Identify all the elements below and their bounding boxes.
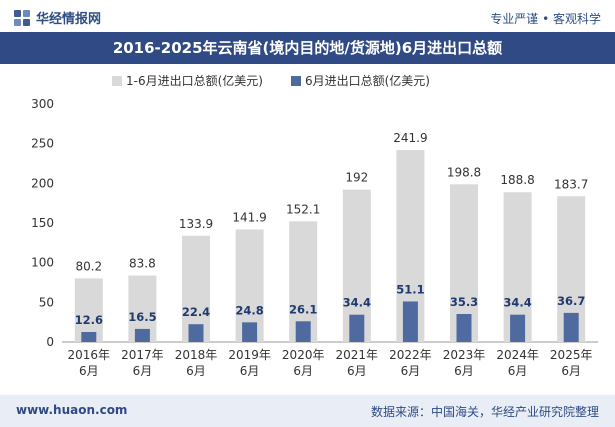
data-label-total: 192 xyxy=(345,171,368,185)
x-tick-label: 2024年 6月 xyxy=(496,348,539,378)
top-bar: 华经情报网 专业严谨 • 客观科学 xyxy=(0,0,615,32)
y-tick-label: 50 xyxy=(39,295,54,309)
bar-june xyxy=(456,313,472,342)
legend-item-june: 6月进出口总额(亿美元) xyxy=(290,72,430,89)
brand-name: 华经情报网 xyxy=(36,12,102,27)
data-label-total: 83.8 xyxy=(129,257,156,271)
y-tick-label: 300 xyxy=(31,97,54,111)
bar-june xyxy=(402,301,418,342)
x-tick-label: 2020年 6月 xyxy=(282,348,325,378)
bar-chart: 0 50 100 150 200 250 300 80.2 12.6 2016年 6月 83.8 16.… xyxy=(31,97,598,378)
data-label-june: 22.4 xyxy=(182,305,210,319)
x-tick-label: 2023年 6月 xyxy=(443,348,486,378)
y-tick-label: 150 xyxy=(31,216,54,230)
data-label-june: 34.4 xyxy=(343,296,371,310)
bar-june xyxy=(349,314,365,342)
x-tick-label: 2016年 6月 xyxy=(68,348,111,378)
tagline: 专业严谨 • 客观科学 xyxy=(490,12,601,26)
x-tick-label: 2017年 6月 xyxy=(121,348,164,378)
data-label-june: 16.5 xyxy=(128,310,156,324)
x-tick-label: 2022年 6月 xyxy=(389,348,432,378)
data-label-total: 80.2 xyxy=(75,259,102,273)
bar-june xyxy=(81,332,97,342)
legend-label-total: 1-6月进出口总额(亿美元) xyxy=(126,74,263,88)
logo-icon xyxy=(14,9,30,26)
footer-source: 数据来源：中国海关，华经产业研究院整理 xyxy=(370,405,599,419)
data-label-total: 152.1 xyxy=(286,202,320,216)
bar-june xyxy=(242,322,258,342)
data-label-june: 36.7 xyxy=(557,294,585,308)
brand[interactable]: 华经情报网 xyxy=(14,8,101,27)
y-tick-label: 0 xyxy=(46,335,54,349)
bar-total xyxy=(74,278,103,342)
bar-june xyxy=(510,314,526,342)
y-tick-label: 250 xyxy=(31,137,54,151)
bar-june xyxy=(134,328,150,342)
footer-website[interactable]: www.huaon.com xyxy=(16,403,128,417)
data-label-june: 24.8 xyxy=(235,303,263,317)
footer: www.huaon.com 数据来源：中国海关，华经产业研究院整理 xyxy=(0,395,615,427)
data-label-june: 26.1 xyxy=(289,302,317,316)
data-label-total: 133.9 xyxy=(179,217,213,231)
bar-june xyxy=(188,324,204,342)
y-tick-label: 100 xyxy=(31,256,54,270)
data-label-total: 183.7 xyxy=(554,177,588,191)
x-tick-label: 2025年 6月 xyxy=(550,348,593,378)
legend: 1-6月进出口总额(亿美元) 6月进出口总额(亿美元) xyxy=(112,72,430,89)
data-label-june: 12.6 xyxy=(75,313,103,327)
legend-item-total: 1-6月进出口总额(亿美元) xyxy=(112,72,263,89)
data-label-total: 241.9 xyxy=(393,131,427,145)
bar-june xyxy=(563,312,579,342)
data-label-total: 188.8 xyxy=(500,173,534,187)
data-label-june: 35.3 xyxy=(450,295,478,309)
chart-title: 2016-2025年云南省(境内目的地/货源地)6月进出口总额 xyxy=(0,32,615,64)
data-label-june: 34.4 xyxy=(503,296,531,310)
y-tick-label: 200 xyxy=(31,176,54,190)
data-label-total: 141.9 xyxy=(232,210,266,224)
x-tick-label: 2019年 6月 xyxy=(228,348,271,378)
legend-swatch-june xyxy=(290,75,301,86)
x-tick-label: 2018年 6月 xyxy=(175,348,218,378)
data-label-total: 198.8 xyxy=(447,165,481,179)
legend-label-june: 6月进出口总额(亿美元) xyxy=(304,74,430,88)
legend-swatch-total xyxy=(112,75,122,86)
bar-june xyxy=(295,321,311,342)
x-tick-label: 2021年 6月 xyxy=(336,348,379,378)
data-label-june: 51.1 xyxy=(396,282,424,296)
